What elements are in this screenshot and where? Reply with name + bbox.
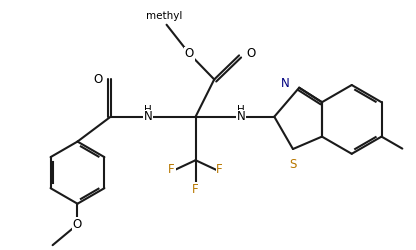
- Text: O: O: [185, 47, 194, 60]
- Text: O: O: [73, 218, 82, 231]
- Text: S: S: [289, 158, 297, 171]
- Text: H: H: [144, 105, 152, 115]
- Text: F: F: [216, 163, 223, 176]
- Text: methyl: methyl: [146, 10, 183, 20]
- Text: O: O: [247, 47, 256, 60]
- Text: N: N: [281, 77, 290, 90]
- Text: F: F: [168, 163, 175, 176]
- Text: N: N: [237, 110, 245, 123]
- Text: N: N: [144, 110, 152, 123]
- Text: H: H: [237, 105, 245, 115]
- Text: F: F: [192, 183, 199, 196]
- Text: O: O: [93, 73, 102, 86]
